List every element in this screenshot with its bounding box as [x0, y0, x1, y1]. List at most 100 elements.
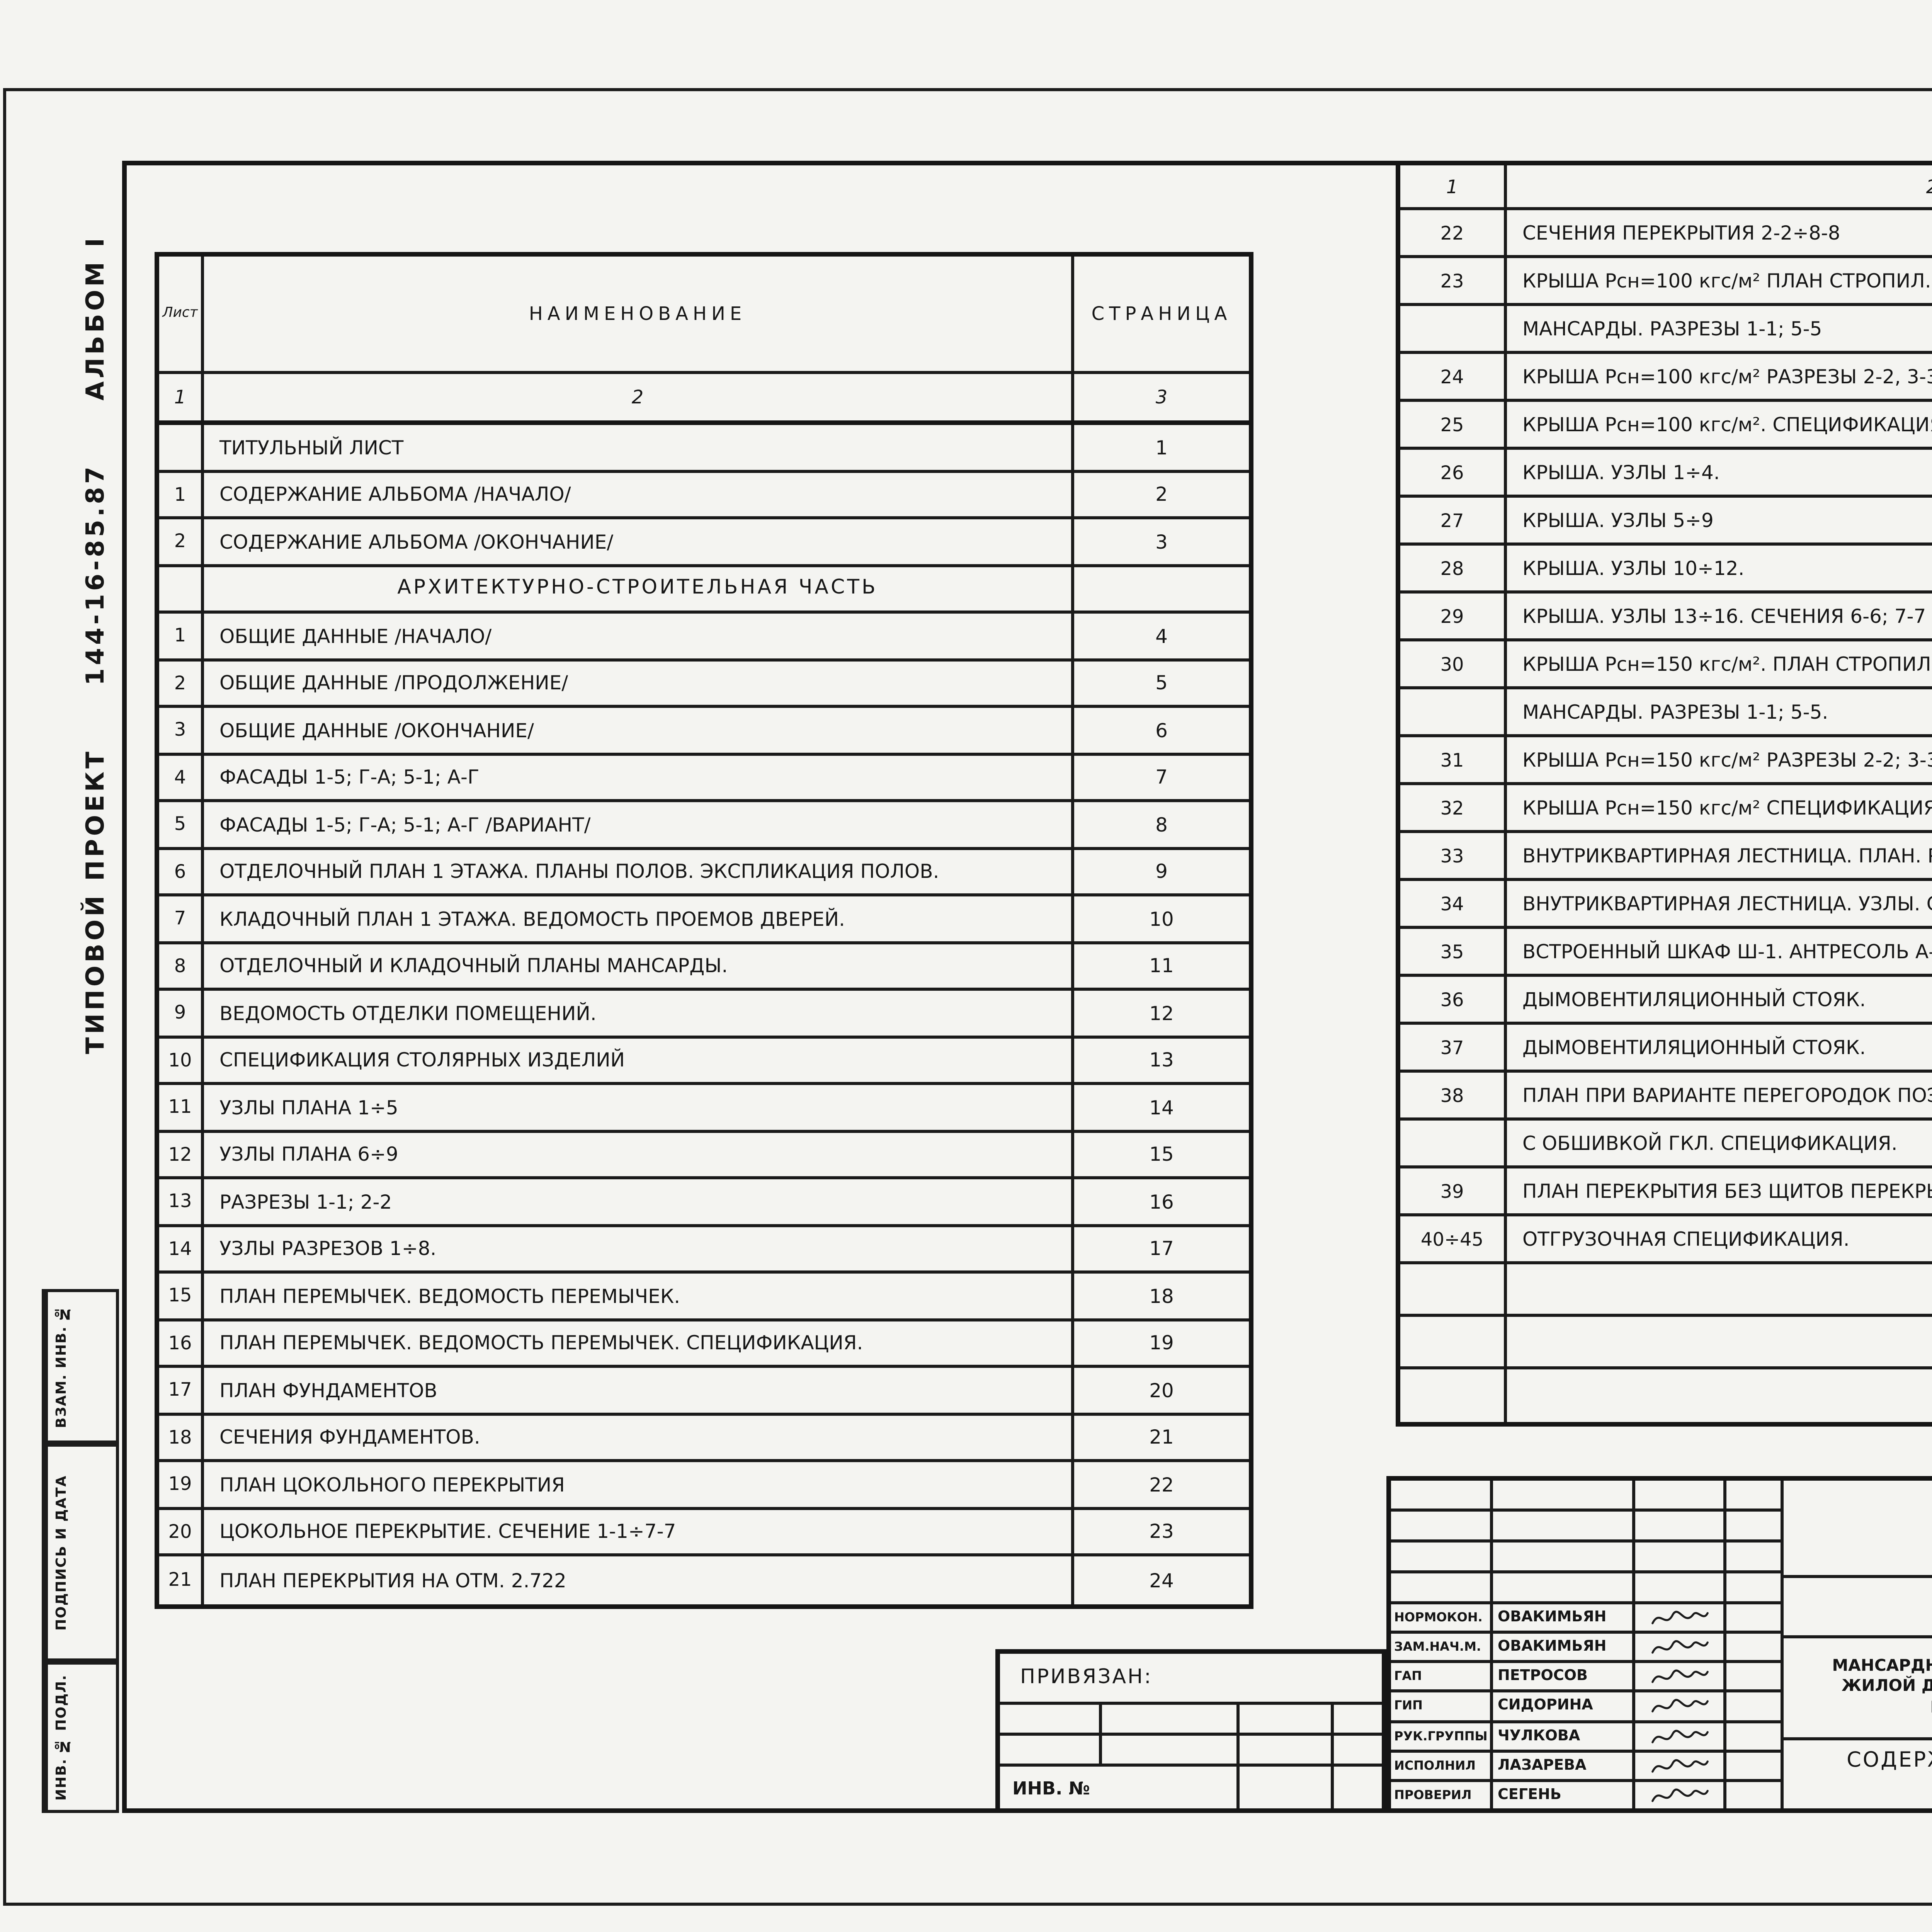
- row-sheet-number: [1400, 689, 1507, 734]
- row-page-number: 20: [1149, 1378, 1174, 1401]
- row-title: АРХИТЕКТУРНО-СТРОИТЕЛЬНАЯ ЧАСТЬ: [204, 566, 1074, 611]
- signature-date-cell: [1726, 1782, 1781, 1808]
- sidebar-vertical-title: ТИПОВОЙ ПРОЕКТ 144-16-85.87 АЛЬБОМ I: [60, 235, 128, 1054]
- sheet-outer-border: [3, 88, 1932, 1906]
- row-sheet-number: 22: [1400, 210, 1507, 255]
- row-sheet-number: 6: [159, 849, 204, 893]
- blank-cell: [1726, 1512, 1781, 1539]
- signature-rows: НОРМОКОН. ОВАКИМЬЯН ЗАМ.НАЧ.М. ОВАКИМЬЯН: [1391, 1604, 1781, 1808]
- title-block-middle: МАНСАРДНЫЙ ДВУХКВАРТИРНЫЙ ЖИЛОЙ ДОМ С 3-…: [1784, 1638, 1932, 1740]
- table-row: 22 СЕЧЕНИЯ ПЕРЕКРЫТИЯ 2-2÷8-8 25: [1400, 210, 1932, 258]
- sidebar-box-label: ИНВ. № ПОДЛ.: [45, 1665, 77, 1810]
- sidebar-box-blank: [77, 1447, 116, 1658]
- row-page-number: 24: [1149, 1568, 1174, 1592]
- table-row: 36 ДЫМОВЕНТИЛЯЦИОННЫЙ СТОЯК. 39: [1400, 977, 1932, 1025]
- signature-row: ИСПОЛНИЛ ЛАЗАРЕВА: [1391, 1752, 1781, 1782]
- table-row: 4 ФАСАДЫ 1-5; Г-А; 5-1; А-Г 7: [159, 755, 1249, 802]
- row-sheet-number: [1400, 1264, 1507, 1314]
- signatory-role: НОРМОКОН.: [1391, 1604, 1493, 1631]
- table-row: 10 СПЕЦИФИКАЦИЯ СТОЛЯРНЫХ ИЗДЕЛИЙ 13: [159, 1038, 1249, 1085]
- row-title: ОБЩИЕ ДАННЫЕ /ПРОДОЛЖЕНИЕ/: [204, 661, 1074, 705]
- row-sheet-number: 1: [159, 472, 204, 516]
- row-sheet-number: 37: [1400, 1025, 1507, 1070]
- blank-cell: [1493, 1573, 1635, 1601]
- left-table-numbering-row: 1 2 3: [159, 374, 1249, 425]
- row-sheet-number: 14: [159, 1226, 204, 1270]
- table-row: 8 ОТДЕЛОЧНЫЙ И КЛАДОЧНЫЙ ПЛАНЫ МАНСАРДЫ.…: [159, 944, 1249, 991]
- blank-cell: [1493, 1481, 1635, 1509]
- signature-cell: [1635, 1634, 1726, 1661]
- row-sheet-number: [159, 425, 204, 469]
- table-row: 39 ПЛАН ПЕРЕКРЫТИЯ БЕЗ ЩИТОВ ПЕРЕКРЫТИЯ.…: [1400, 1168, 1932, 1216]
- table-row: АРХИТЕКТУРНО-СТРОИТЕЛЬНАЯ ЧАСТЬ: [159, 566, 1249, 614]
- table-row: 20 ЦОКОЛЬНОЕ ПЕРЕКРЫТИЕ. СЕЧЕНИЕ 1-1÷7-7…: [159, 1509, 1249, 1556]
- table-row: С ОБШИВКОЙ ГКЛ. СПЕЦИФИКАЦИЯ.: [1400, 1121, 1932, 1168]
- row-sheet-number: 1: [159, 614, 204, 658]
- row-page-number: 8: [1155, 813, 1168, 836]
- row-sheet-number: 18: [159, 1415, 204, 1459]
- row-sheet-number: 31: [1400, 737, 1507, 782]
- row-sheet-number: 17: [159, 1368, 204, 1412]
- row-page-number: 4: [1155, 624, 1168, 647]
- table-row: 38 ПЛАН ПРИ ВАРИАНТЕ ПЕРЕГОРОДОК ПОЭЛЕМЕ…: [1400, 1073, 1932, 1121]
- row-title: ТИТУЛЬНЫЙ ЛИСТ: [204, 425, 1074, 469]
- row-page-number: 21: [1149, 1425, 1174, 1449]
- row-title: КРЫША. УЗЛЫ 13÷16. СЕЧЕНИЯ 6-6; 7-7: [1507, 594, 1932, 638]
- table-row: 15 ПЛАН ПЕРЕМЫЧЕК. ВЕДОМОСТЬ ПЕРЕМЫЧЕК. …: [159, 1274, 1249, 1321]
- row-title: ВНУТРИКВАРТИРНАЯ ЛЕСТНИЦА. УЗЛЫ. СПЕЦИФИ…: [1507, 881, 1932, 926]
- sidebar-project-code: 144-16-85.87: [80, 463, 109, 685]
- contents-table-left: Лист НАИМЕНОВАНИЕ СТРАНИЦА 1 2 3 ТИТУЛЬН…: [155, 252, 1253, 1608]
- row-sheet-number: 10: [159, 1038, 204, 1082]
- binding-label: ПРИВЯЗАН:: [1000, 1654, 1382, 1705]
- blank-cell: [1635, 1481, 1726, 1509]
- signatory-role: РУК.ГРУППЫ: [1391, 1723, 1493, 1749]
- row-page-number: 2: [1155, 483, 1168, 506]
- table-row: 5 ФАСАДЫ 1-5; Г-А; 5-1; А-Г /ВАРИАНТ/ 8: [159, 802, 1249, 849]
- sidebar-box-vzam-inv: ВЗАМ. ИНВ. №: [42, 1289, 119, 1444]
- row-sheet-number: 24: [1400, 354, 1507, 399]
- row-page-number: 1: [1155, 435, 1168, 459]
- table-row: 16 ПЛАН ПЕРЕМЫЧЕК. ВЕДОМОСТЬ ПЕРЕМЫЧЕК. …: [159, 1321, 1249, 1368]
- row-title: ПЛАН ФУНДАМЕНТОВ: [204, 1368, 1074, 1412]
- row-title: [1507, 1369, 1932, 1422]
- row-title: КЛАДОЧНЫЙ ПЛАН 1 ЭТАЖА. ВЕДОМОСТЬ ПРОЕМО…: [204, 896, 1074, 940]
- row-title: ОБЩИЕ ДАННЫЕ /ОКОНЧАНИЕ/: [204, 708, 1074, 752]
- row-sheet-number: 13: [159, 1179, 204, 1223]
- row-sheet-number: 30: [1400, 641, 1507, 686]
- signature-row: ЗАМ.НАЧ.М. ОВАКИМЬЯН: [1391, 1634, 1781, 1664]
- row-sheet-number: 32: [1400, 785, 1507, 830]
- row-sheet-number: 36: [1400, 977, 1507, 1022]
- row-title: ВЕДОМОСТЬ ОТДЕЛКИ ПОМЕЩЕНИЙ.: [204, 991, 1074, 1035]
- inventory-number-label: ИНВ. №: [1000, 1767, 1240, 1808]
- signature-date-cell: [1726, 1663, 1781, 1690]
- signatory-role: ГИП: [1391, 1693, 1493, 1720]
- row-page-number: 9: [1155, 860, 1168, 883]
- sidebar-box-podpis-data: ПОДПИСЬ И ДАТА: [42, 1444, 119, 1662]
- row-sheet-number: 3: [159, 708, 204, 752]
- row-title: КРЫША Рсн=100 кгс/м² РАЗРЕЗЫ 2-2, 3-3, 4…: [1507, 354, 1932, 399]
- row-page-number: 17: [1149, 1237, 1174, 1260]
- table-row: 2 СОДЕРЖАНИЕ АЛЬБОМА /ОКОНЧАНИЕ/ 3: [159, 519, 1249, 566]
- table-row: 21 ПЛАН ПЕРЕКРЫТИЯ НА ОТМ. 2.722 24: [159, 1556, 1249, 1604]
- signature-cell: [1635, 1663, 1726, 1690]
- row-page-number: 7: [1155, 765, 1168, 789]
- signatory-role: ГАП: [1391, 1663, 1493, 1690]
- binding-cell: [1240, 1736, 1334, 1767]
- row-sheet-number: 20: [159, 1509, 204, 1553]
- row-sheet-number: 26: [1400, 450, 1507, 495]
- row-sheet-number: 4: [159, 755, 204, 799]
- row-title: КРЫША Рсн=150 кгс/м² СПЕЦИФИКАЦИЯ.: [1507, 785, 1932, 830]
- signature-cell: [1635, 1782, 1726, 1808]
- signature-date-cell: [1726, 1723, 1781, 1749]
- row-title: ОТДЕЛОЧНЫЙ ПЛАН 1 ЭТАЖА. ПЛАНЫ ПОЛОВ. ЭК…: [204, 849, 1074, 893]
- row-title: ПЛАН ПЕРЕМЫЧЕК. ВЕДОМОСТЬ ПЕРЕМЫЧЕК.: [204, 1274, 1074, 1318]
- row-title: СОДЕРЖАНИЕ АЛЬБОМА /ОКОНЧАНИЕ/: [204, 519, 1074, 563]
- table-row: 1 ОБЩИЕ ДАННЫЕ /НАЧАЛО/ 4: [159, 614, 1249, 661]
- row-title: ВСТРОЕННЫЙ ШКАФ Ш-1. АНТРЕСОЛЬ А-1. СПЕЦ…: [1507, 929, 1932, 974]
- binding-stamp-block: ПРИВЯЗАН: ИНВ. №: [995, 1649, 1386, 1813]
- row-sheet-number: 15: [159, 1274, 204, 1318]
- binding-bottom-row: ИНВ. №: [1000, 1767, 1382, 1808]
- signature-icon: [1651, 1729, 1708, 1743]
- row-title: ПЛАН ЦОКОЛЬНОГО ПЕРЕКРЫТИЯ: [204, 1462, 1074, 1506]
- signature-date-cell: [1726, 1604, 1781, 1631]
